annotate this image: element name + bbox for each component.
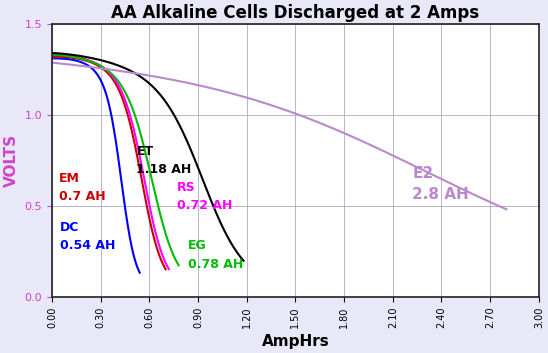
X-axis label: AmpHrs: AmpHrs: [261, 334, 329, 349]
Text: E2: E2: [412, 166, 433, 181]
Text: 0.54 AH: 0.54 AH: [60, 239, 116, 252]
Title: AA Alkaline Cells Discharged at 2 Amps: AA Alkaline Cells Discharged at 2 Amps: [111, 4, 480, 22]
Text: 0.7 AH: 0.7 AH: [59, 190, 105, 203]
Y-axis label: VOLTS: VOLTS: [4, 134, 19, 187]
Text: EG: EG: [189, 239, 207, 252]
Text: DC: DC: [60, 221, 79, 234]
Text: 1.18 AH: 1.18 AH: [136, 163, 192, 176]
Text: RS: RS: [177, 181, 196, 194]
Text: 0.78 AH: 0.78 AH: [189, 258, 244, 271]
Text: 0.72 AH: 0.72 AH: [177, 199, 232, 213]
Text: 2.8 AH: 2.8 AH: [412, 187, 469, 202]
Text: ET: ET: [136, 145, 153, 158]
Text: EM: EM: [59, 172, 79, 185]
